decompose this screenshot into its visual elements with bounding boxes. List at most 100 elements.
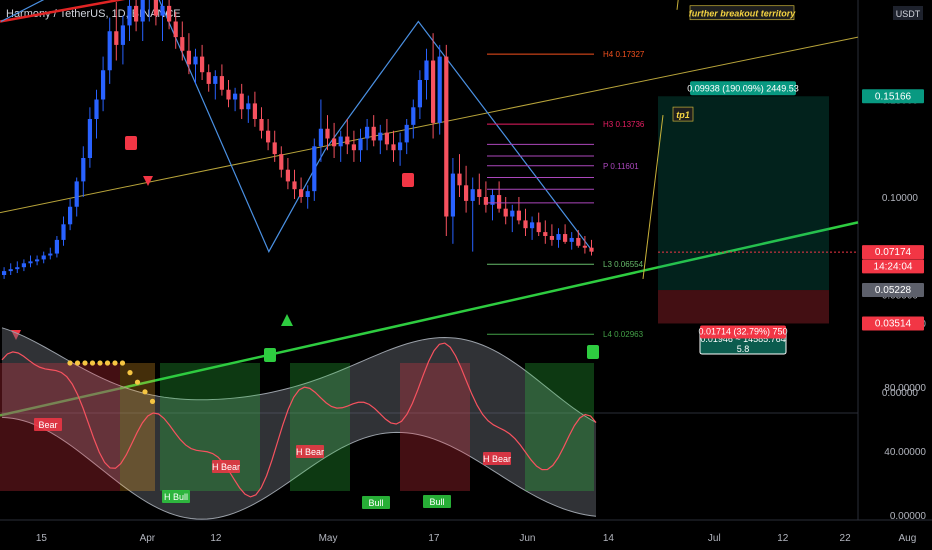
currency-box xyxy=(893,6,923,20)
osc-tick-label: 0.00000 xyxy=(890,511,927,522)
pivot-label: L3 0.06554 xyxy=(603,260,644,269)
osc-zone xyxy=(525,363,594,491)
pivot-label: P 0.11601 xyxy=(603,162,639,171)
candle-body xyxy=(94,99,99,119)
osc-signal-label: Bull xyxy=(429,497,444,507)
candle-body xyxy=(285,169,290,182)
osc-dot xyxy=(112,360,118,366)
green-support-line xyxy=(0,221,859,417)
candle-body xyxy=(259,119,264,131)
osc-signal-label: H Bear xyxy=(212,462,240,472)
osc-signal-box xyxy=(162,490,190,503)
candle-body xyxy=(140,0,145,22)
target-box xyxy=(690,81,796,96)
candle-body xyxy=(345,136,350,145)
osc-dot xyxy=(134,379,141,385)
price-tick-label: 0.00000 xyxy=(882,388,919,399)
time-tick-label: 12 xyxy=(777,533,789,544)
osc-signal-label: Bull xyxy=(368,498,383,508)
candle-body xyxy=(576,237,581,246)
candle-body xyxy=(21,263,26,268)
osc-signal-label: H Bear xyxy=(483,454,511,464)
candle-body xyxy=(483,197,488,205)
target-label: 0.09938 (190.09%) 2449.53 xyxy=(687,83,799,93)
candle-body xyxy=(48,253,53,256)
candle-body xyxy=(556,234,561,240)
osc-dot xyxy=(127,370,133,376)
candle-body xyxy=(299,189,304,197)
buy-signal-icon xyxy=(587,345,599,359)
candle-body xyxy=(569,237,574,242)
price-badge-label: 0.05228 xyxy=(875,285,912,296)
candle-body xyxy=(338,136,343,147)
entry-label: 5.8 xyxy=(737,344,750,354)
candle-body xyxy=(457,173,462,186)
candle-body xyxy=(325,128,330,139)
candle-body xyxy=(516,210,521,221)
candle-body xyxy=(404,124,409,143)
candle-body xyxy=(292,181,297,190)
osc-dot xyxy=(89,360,96,366)
candle-body xyxy=(233,93,238,100)
candle-body xyxy=(510,210,515,217)
tp1-arrow xyxy=(642,115,664,279)
candle-body xyxy=(35,259,40,262)
candle-body xyxy=(266,130,271,143)
candle-body xyxy=(206,72,211,84)
time-tick-label: 22 xyxy=(840,533,852,544)
candle-body xyxy=(160,5,165,16)
osc-dot xyxy=(104,360,111,366)
candle-body xyxy=(312,146,317,192)
candle-body xyxy=(543,232,548,236)
candle-body xyxy=(134,5,139,22)
time-tick-label: May xyxy=(319,533,338,544)
candle-body xyxy=(444,56,449,217)
candle-body xyxy=(437,56,442,123)
osc-zone xyxy=(400,363,470,491)
price-badge xyxy=(862,283,924,298)
time-tick-label: 14 xyxy=(603,533,615,544)
osc-dot xyxy=(142,389,148,395)
candle-body xyxy=(2,271,7,275)
osc-signal-box xyxy=(423,495,451,508)
candle-body xyxy=(431,60,436,123)
candle-body xyxy=(384,132,389,145)
candle-body xyxy=(351,144,356,151)
candle-body xyxy=(120,25,125,45)
price-badge-label: 14:24:04 xyxy=(874,261,913,272)
osc-signal-box xyxy=(483,452,511,465)
osc-line xyxy=(1,342,597,498)
candle-body xyxy=(107,31,112,71)
osc-signal-box xyxy=(362,496,390,509)
candle-body xyxy=(523,220,528,229)
candle-body xyxy=(186,50,191,65)
signal-triangle-up-icon xyxy=(281,314,293,326)
candle-body xyxy=(411,107,416,125)
osc-signal-box xyxy=(34,418,62,431)
time-tick-label: 17 xyxy=(428,533,440,544)
candle-body xyxy=(371,126,376,141)
candle-body xyxy=(54,239,59,254)
osc-tick-label: 80.00000 xyxy=(884,383,926,394)
buy-signal-icon xyxy=(264,348,276,362)
osc-band xyxy=(2,327,596,520)
osc-dot xyxy=(149,398,156,404)
candle-body xyxy=(153,0,158,16)
candle-body xyxy=(391,144,396,151)
tp-box xyxy=(672,106,694,122)
candle-body xyxy=(252,103,257,119)
osc-dot xyxy=(67,360,73,366)
candle-body xyxy=(87,119,92,158)
price-badge xyxy=(862,259,924,274)
pivot-label: H3 0.13736 xyxy=(603,120,645,129)
candle-body xyxy=(530,222,535,229)
candle-body xyxy=(563,234,568,242)
candle-body xyxy=(127,5,132,26)
candle-body xyxy=(173,21,178,38)
osc-signal-label: Bear xyxy=(38,420,57,430)
pivot-label: H4 0.17327 xyxy=(603,50,645,59)
candle-body xyxy=(490,195,495,205)
breakout-box xyxy=(689,5,795,21)
candle-body xyxy=(81,158,86,182)
